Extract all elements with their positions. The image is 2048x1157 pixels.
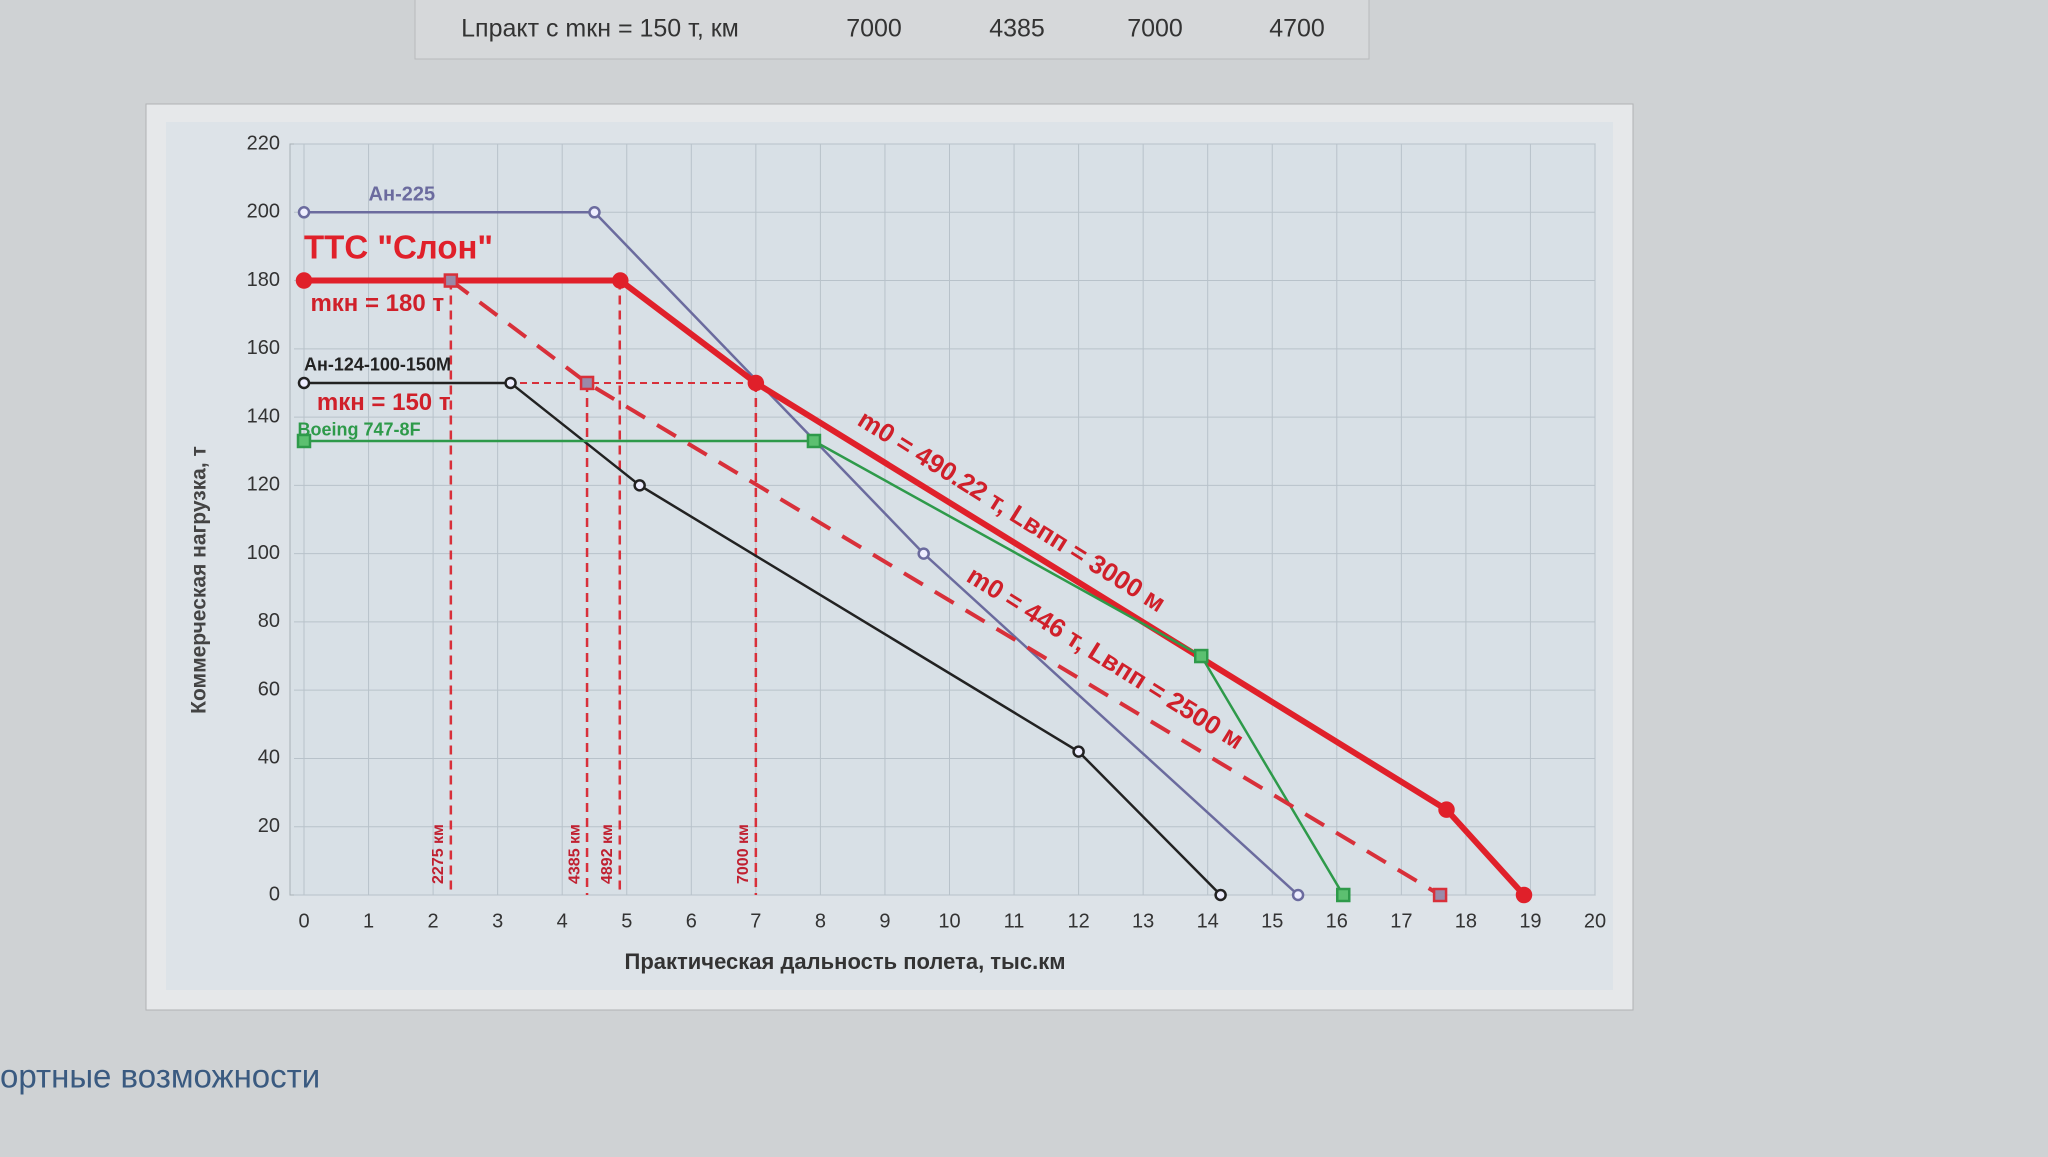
y-tick-label: 0 (269, 883, 280, 905)
annotation: mкн = 150 т (317, 389, 451, 416)
x-tick-label: 16 (1326, 910, 1348, 932)
x-tick-label: 6 (686, 910, 697, 932)
series-line (304, 439, 1345, 896)
x-tick-label: 19 (1519, 910, 1541, 932)
x-tick-label: 4 (557, 910, 568, 932)
x-tick-label: 13 (1132, 910, 1154, 932)
x-tick-label: 2 (428, 910, 439, 932)
x-tick-label: 0 (298, 910, 309, 932)
series-label: Ан-225 (369, 183, 436, 205)
reference-label: 4385 км (566, 824, 583, 884)
point (806, 433, 822, 449)
point (1072, 745, 1085, 758)
y-tick-label: 60 (258, 678, 280, 700)
reference-label: 7000 км (735, 824, 752, 884)
y-tick-label: 120 (247, 474, 280, 496)
y-tick-label: 100 (247, 542, 280, 564)
y-tick-label: 40 (258, 747, 280, 769)
y-tick-label: 220 (247, 132, 280, 154)
header-cell: 4700 (1269, 15, 1325, 43)
annotation: mкн = 180 т (310, 290, 444, 317)
section-heading: ортные возможности (0, 1058, 320, 1095)
point (579, 375, 595, 391)
point (1336, 887, 1351, 903)
x-axis-label: Практическая дальность полета, тыс.км (625, 949, 1066, 974)
point (1432, 887, 1448, 903)
x-tick-label: 18 (1455, 910, 1477, 932)
point (296, 433, 312, 449)
x-tick-label: 3 (492, 910, 503, 932)
point (917, 547, 930, 560)
x-tick-label: 20 (1584, 910, 1606, 932)
point (1291, 888, 1305, 902)
point (504, 376, 517, 390)
x-tick-label: 7 (750, 910, 761, 932)
point (633, 479, 646, 492)
point (443, 273, 459, 288)
x-tick-label: 12 (1067, 910, 1089, 932)
point (588, 206, 601, 219)
x-tick-label: 8 (815, 910, 826, 932)
x-tick-label: 14 (1197, 910, 1219, 932)
x-tick-label: 5 (621, 910, 632, 932)
header-cell: 7000 (846, 15, 902, 43)
header-box (414, 0, 1370, 60)
series-label: ТТС "Слон" (304, 229, 493, 266)
point (1214, 888, 1227, 902)
x-tick-label: 9 (879, 910, 890, 932)
y-tick-label: 140 (247, 405, 280, 427)
x-tick-label: 10 (938, 910, 960, 932)
reference-label: 2275 км (430, 824, 447, 884)
x-tick-label: 1 (363, 910, 374, 932)
point (297, 206, 311, 219)
x-tick-label: 17 (1390, 910, 1412, 932)
y-tick-label: 180 (247, 269, 280, 291)
x-tick-label: 15 (1261, 910, 1283, 932)
point (1438, 801, 1455, 818)
header-cell: 7000 (1127, 15, 1183, 43)
header-cell: 4385 (989, 15, 1045, 43)
point (297, 376, 311, 390)
y-tick-label: 80 (258, 610, 280, 632)
series-line (449, 278, 1442, 897)
x-tick-label: 11 (1004, 910, 1025, 932)
point (1193, 648, 1209, 664)
series-label: Ан-124-100-150М (304, 355, 451, 375)
reference-label: 4892 км (599, 824, 616, 884)
y-tick-label: 160 (247, 337, 280, 359)
series-label: Boeing 747-8F (298, 419, 421, 439)
point (747, 374, 765, 392)
point (295, 272, 313, 289)
y-tick-label: 200 (247, 201, 280, 223)
point (1515, 886, 1533, 904)
y-axis-label: Коммерческая нагрузка, т (188, 446, 211, 714)
header-cell: Lпракт с mкн = 150 т, км (461, 15, 739, 43)
point (612, 272, 629, 289)
y-tick-label: 20 (258, 815, 280, 837)
